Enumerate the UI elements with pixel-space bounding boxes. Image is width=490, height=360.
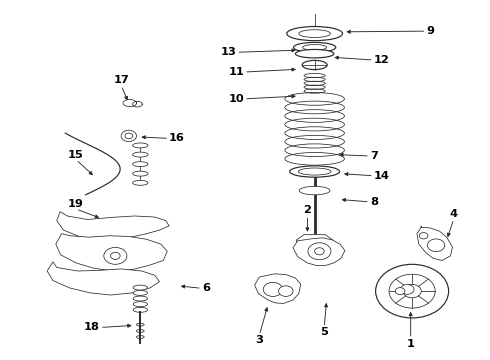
Polygon shape xyxy=(255,274,301,303)
Text: 19: 19 xyxy=(68,199,84,209)
Ellipse shape xyxy=(133,285,147,290)
Text: 1: 1 xyxy=(407,339,415,349)
Text: 11: 11 xyxy=(228,67,244,77)
Circle shape xyxy=(395,288,405,294)
Text: 15: 15 xyxy=(68,149,84,159)
Text: 6: 6 xyxy=(202,283,210,293)
Text: 17: 17 xyxy=(113,76,129,85)
Ellipse shape xyxy=(287,27,343,41)
Text: 3: 3 xyxy=(255,335,264,345)
Ellipse shape xyxy=(302,60,327,69)
Polygon shape xyxy=(293,238,345,266)
Text: 9: 9 xyxy=(426,26,435,36)
Text: 16: 16 xyxy=(169,133,185,143)
Circle shape xyxy=(121,130,137,141)
Circle shape xyxy=(104,247,127,264)
Text: 5: 5 xyxy=(320,328,328,337)
Ellipse shape xyxy=(133,296,147,301)
Circle shape xyxy=(308,243,331,260)
Text: 8: 8 xyxy=(370,197,378,207)
Text: 14: 14 xyxy=(374,171,390,181)
Text: 4: 4 xyxy=(450,209,458,219)
Text: 12: 12 xyxy=(374,55,390,65)
Ellipse shape xyxy=(294,42,336,52)
Polygon shape xyxy=(296,235,333,249)
Ellipse shape xyxy=(133,152,148,157)
Ellipse shape xyxy=(133,180,148,185)
Ellipse shape xyxy=(133,307,147,312)
Polygon shape xyxy=(57,212,169,240)
Polygon shape xyxy=(417,226,452,260)
Text: 7: 7 xyxy=(370,151,378,161)
Ellipse shape xyxy=(299,186,330,195)
Text: 13: 13 xyxy=(220,47,236,57)
Ellipse shape xyxy=(133,171,148,176)
Ellipse shape xyxy=(133,143,148,148)
Ellipse shape xyxy=(133,302,147,307)
Ellipse shape xyxy=(295,49,334,58)
Text: 18: 18 xyxy=(84,323,100,333)
Circle shape xyxy=(427,239,445,252)
Text: 2: 2 xyxy=(303,205,311,215)
Polygon shape xyxy=(56,234,167,271)
Circle shape xyxy=(263,282,282,296)
Circle shape xyxy=(376,264,449,318)
Ellipse shape xyxy=(290,166,340,177)
Circle shape xyxy=(279,286,293,296)
Text: 10: 10 xyxy=(228,94,244,104)
Polygon shape xyxy=(47,262,160,295)
Ellipse shape xyxy=(133,291,147,295)
Circle shape xyxy=(401,284,414,294)
Ellipse shape xyxy=(133,162,148,167)
